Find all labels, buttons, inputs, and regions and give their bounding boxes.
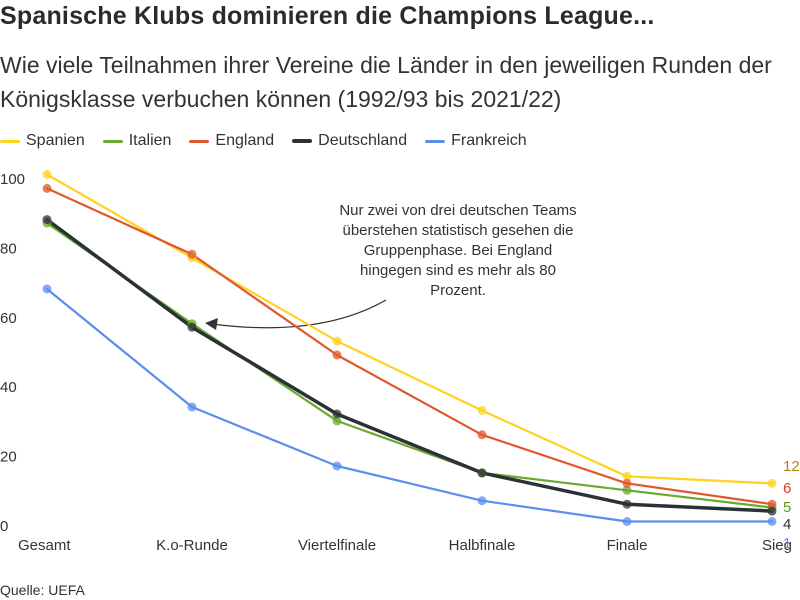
y-tick-label: 100 [0, 171, 25, 188]
legend-item-deutschland: Deutschland [292, 132, 407, 150]
data-point-england [767, 499, 777, 509]
data-point-frankreich [477, 496, 487, 506]
series-line-deutschland [45, 217, 774, 513]
end-label-deutschland: 4 [783, 516, 791, 533]
series-points [42, 170, 777, 526]
chart-subtitle: Wie viele Teilnahmen ihrer Vereine die L… [0, 52, 772, 112]
end-label-italien: 5 [783, 499, 791, 516]
data-point-england [42, 183, 52, 193]
legend-swatch [102, 139, 123, 143]
series-line-england [45, 187, 774, 506]
legend-label: Deutschland [318, 132, 408, 149]
data-point-frankreich [42, 284, 52, 294]
series-line-spanien [45, 173, 774, 485]
x-axis-ticks: Gesamt K.o-Runde Viertelfinale Halbfinale Fi… [18, 537, 792, 554]
data-point-frankreich [767, 517, 777, 526]
data-point-spanien [477, 406, 487, 415]
legend-item-england: England [189, 132, 274, 150]
annotation-arrow [211, 299, 387, 329]
y-tick-label: 0 [0, 518, 8, 535]
y-tick-label: 40 [0, 379, 17, 396]
chart-title: Spanische Klubs dominieren die Champions… [0, 2, 655, 30]
data-point-deutschland [477, 468, 487, 478]
series-line-italien [45, 222, 774, 509]
source-note: Quelle: UEFA [0, 582, 85, 598]
data-point-spanien [332, 336, 342, 346]
data-point-frankreich [622, 517, 632, 526]
legend-swatch [0, 139, 20, 143]
data-point-deutschland [187, 322, 197, 332]
annotation-line: Prozent. [430, 282, 486, 299]
annotation: Nur zwei von drei deutschen Teams überste… [205, 202, 577, 330]
x-tick-label: Gesamt [18, 537, 71, 554]
annotation-arrowhead [205, 318, 218, 330]
legend-swatch [425, 139, 446, 143]
legend-swatch [189, 139, 210, 143]
legend-label: England [215, 132, 275, 149]
y-axis-ticks: 100 80 60 40 20 0 [0, 171, 25, 535]
data-point-england [477, 430, 487, 440]
end-label-england: 6 [783, 480, 791, 497]
data-point-italien [332, 416, 342, 426]
annotation-line: Nur zwei von drei deutschen Teams [339, 202, 576, 219]
series-lines [45, 173, 774, 523]
data-point-italien [622, 485, 632, 495]
series-line-frankreich [45, 287, 774, 523]
y-tick-label: 20 [0, 449, 17, 466]
y-tick-label: 60 [0, 310, 17, 327]
legend: Spanien Italien England Deutschland Frankrei… [0, 132, 545, 150]
x-tick-label: Sieg [762, 537, 792, 554]
data-point-england [187, 249, 197, 259]
data-point-spanien [42, 170, 52, 179]
data-point-spanien [767, 478, 777, 488]
data-point-frankreich [187, 402, 197, 412]
annotation-line: hingegen sind es mehr als 80 [360, 262, 556, 279]
legend-label: Spanien [26, 132, 85, 149]
y-tick-label: 80 [0, 240, 17, 257]
data-point-england [622, 478, 632, 488]
x-tick-label: K.o-Runde [156, 537, 228, 554]
end-label-spanien: 12 [783, 458, 800, 475]
data-point-deutschland [332, 409, 342, 419]
end-label-frankreich: 1 [783, 535, 791, 552]
x-tick-label: Halbfinale [449, 537, 516, 554]
end-labels: 12 5 6 4 1 [783, 458, 800, 552]
annotation-line: Gruppenphase. Bei England [364, 242, 552, 259]
x-tick-label: Viertelfinale [298, 537, 376, 554]
data-point-spanien [622, 471, 632, 481]
data-point-england [332, 350, 342, 360]
annotation-line: überstehen statistisch gesehen die [343, 222, 574, 239]
data-point-deutschland [767, 506, 777, 516]
annotation-text: Nur zwei von drei deutschen Teams überste… [339, 202, 576, 299]
legend-item-italien: Italien [102, 132, 172, 150]
legend-label: Italien [128, 132, 172, 149]
legend-swatch [292, 139, 313, 143]
legend-label: Frankreich [451, 132, 527, 149]
x-tick-label: Finale [607, 537, 648, 554]
legend-item-spanien: Spanien [0, 132, 85, 150]
data-point-frankreich [332, 461, 342, 471]
data-point-deutschland [42, 215, 52, 225]
legend-item-frankreich: Frankreich [425, 132, 527, 150]
data-point-deutschland [622, 499, 632, 509]
